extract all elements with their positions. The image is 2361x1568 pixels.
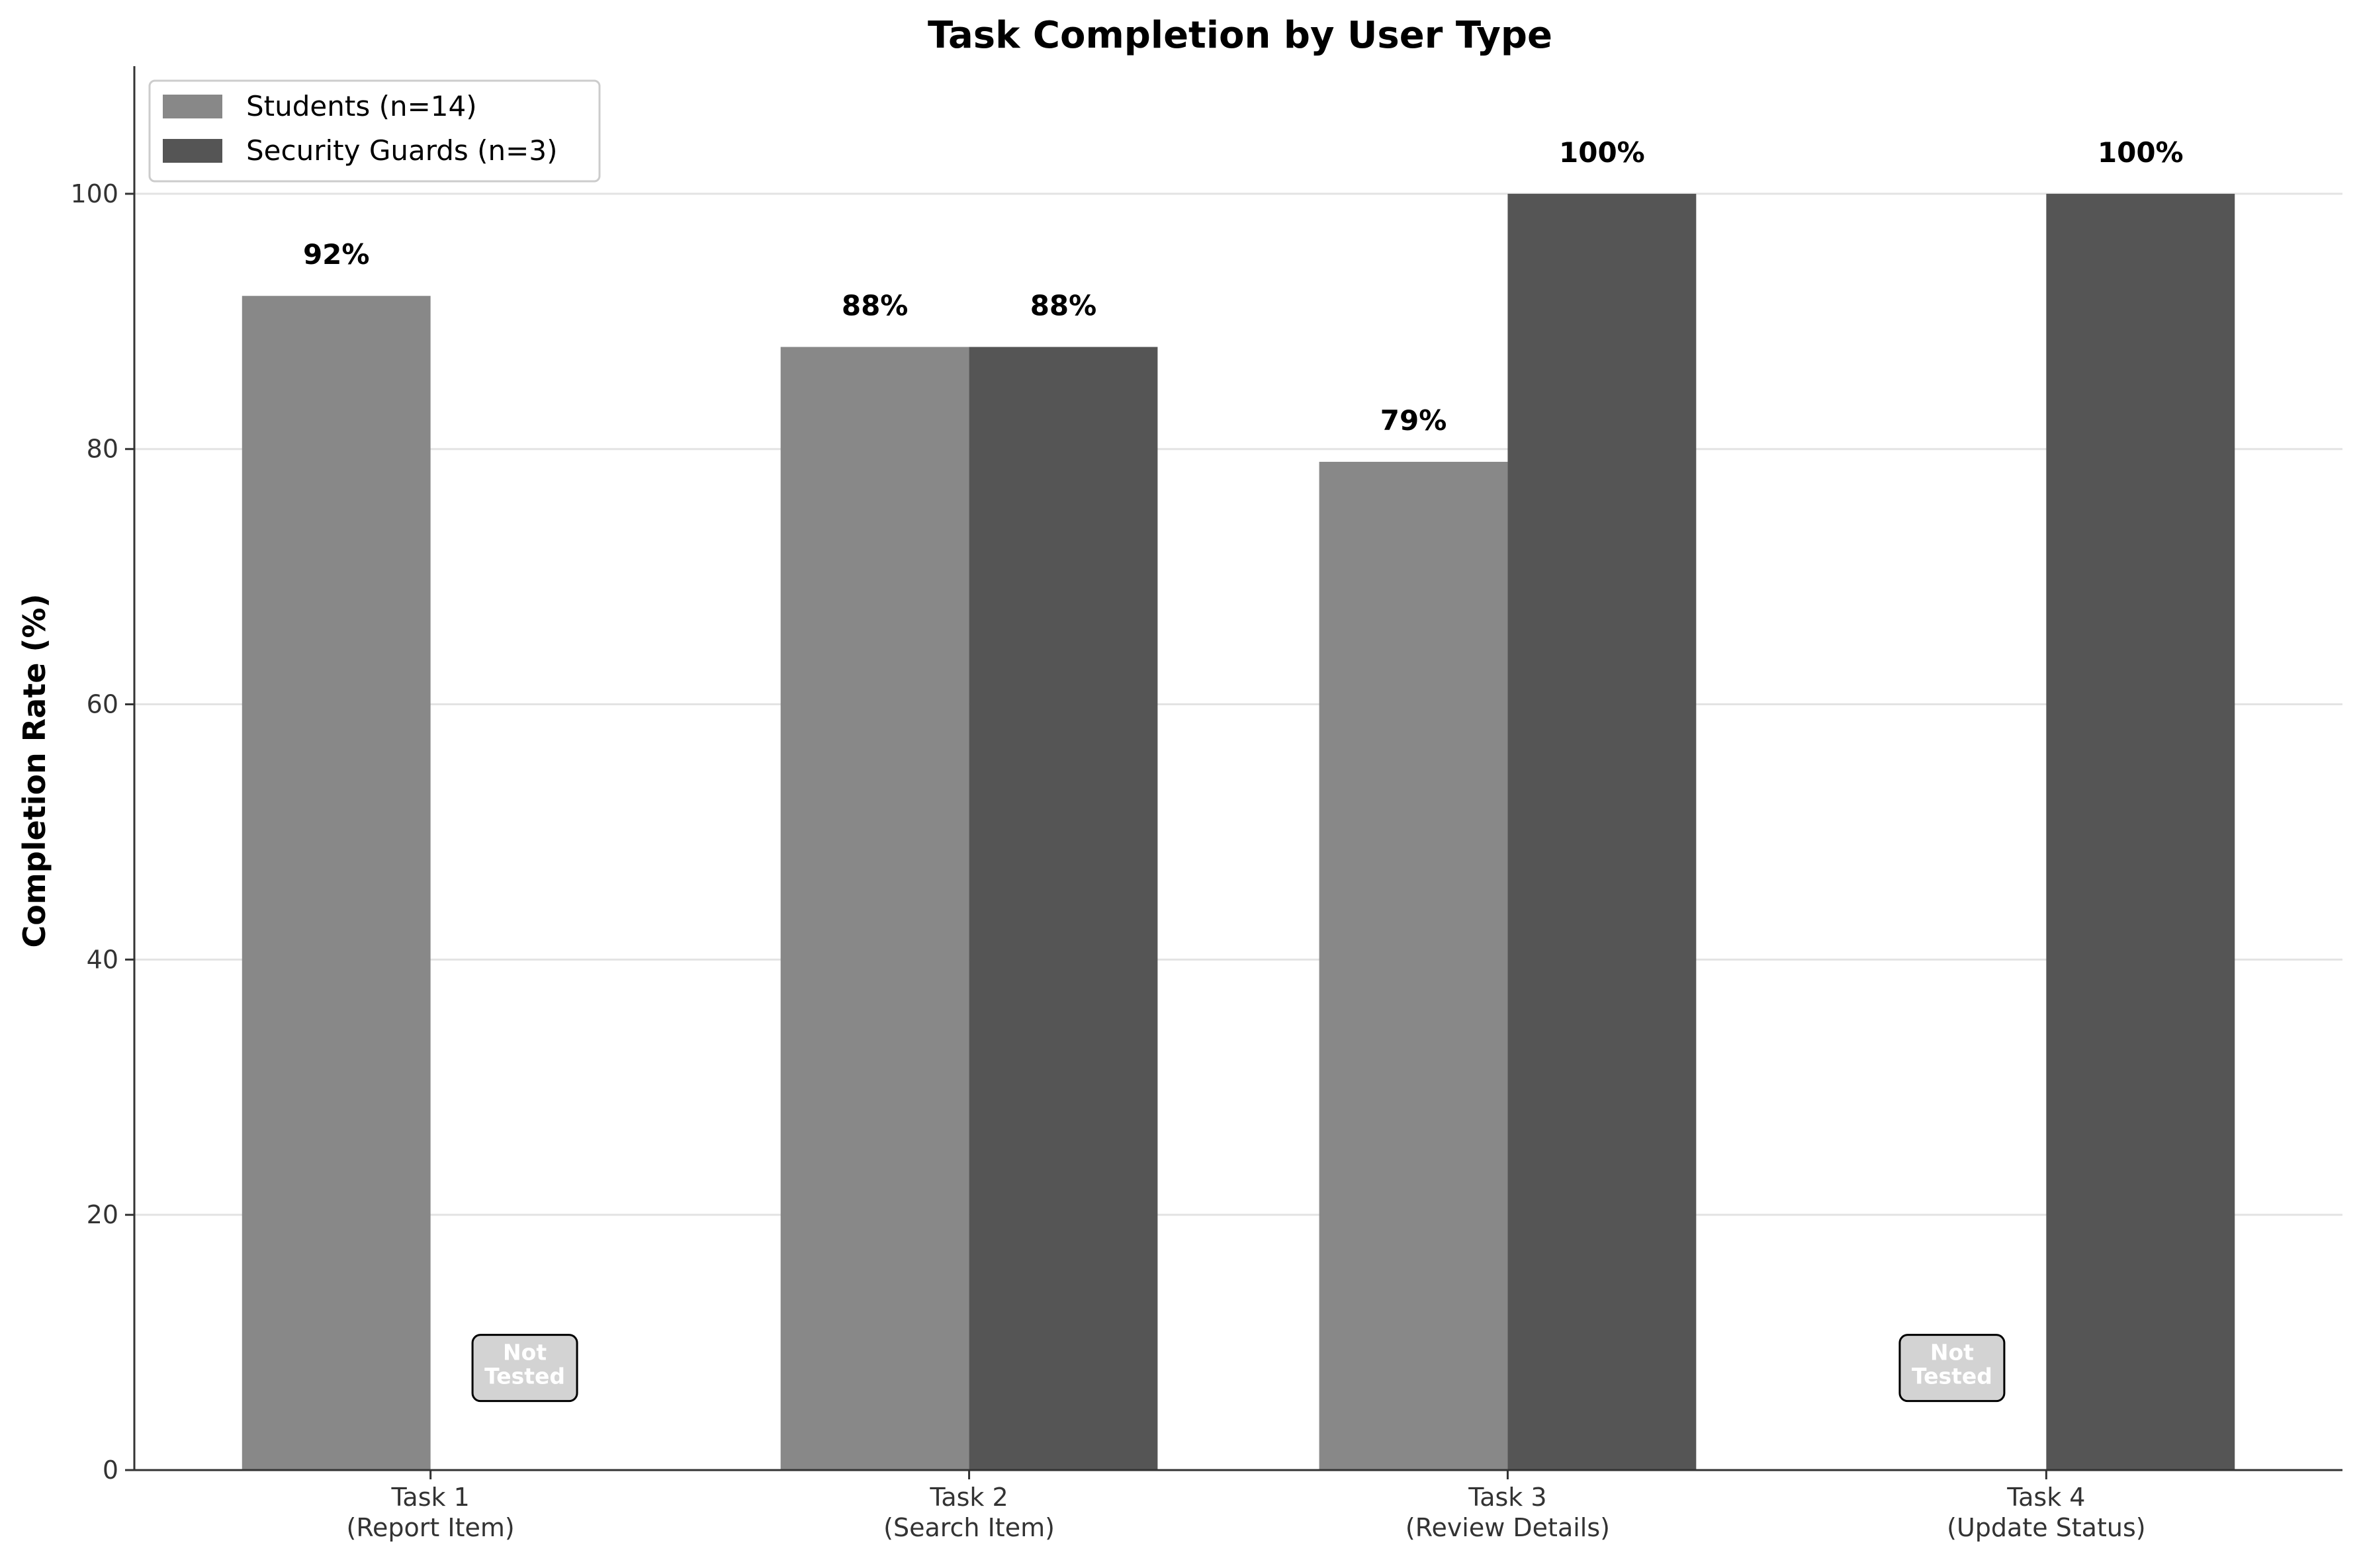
value-label: 100%: [2098, 136, 2184, 169]
y-tick-label: 80: [87, 435, 118, 464]
x-tick-label-line: (Update Status): [1947, 1513, 2145, 1542]
y-axis-label: Completion Rate (%): [17, 593, 52, 947]
not-tested-label: Tested: [1912, 1364, 1992, 1389]
x-tick-label: Task 3 (Review Details): [1405, 1483, 1610, 1542]
x-tick-label-line: Task 1: [391, 1483, 470, 1512]
bar: [780, 347, 969, 1470]
not-tested-label: Not: [1930, 1340, 1974, 1366]
legend-label: Security Guards (n=3): [246, 134, 557, 167]
not-tested-label: Not: [503, 1340, 547, 1366]
legend-label: Students (n=14): [246, 90, 477, 122]
y-tick-label: 100: [70, 179, 118, 208]
legend: Students (n=14) Security Guards (n=3): [148, 79, 601, 183]
x-tick-label: Task 1 (Report Item): [347, 1483, 515, 1542]
x-ticks: Task 1 (Report Item)Task 2 (Search Item)Ta…: [347, 1470, 2146, 1542]
value-labels: 92% 88% 88% 79% 100% 100%: [303, 136, 2184, 437]
x-tick-label-line: (Report Item): [347, 1513, 515, 1542]
y-tick-label: 40: [87, 945, 118, 974]
x-tick-label: Task 2 (Search Item): [883, 1483, 1055, 1542]
not-tested-box: [1898, 1334, 2006, 1403]
x-tick-label-line: Task 2: [929, 1483, 1008, 1512]
value-label: 100%: [1559, 136, 1645, 169]
value-label: 79%: [1380, 404, 1447, 437]
value-label: 92%: [303, 238, 370, 271]
bar: [969, 347, 1158, 1470]
y-ticks: 0 20 40 60 80 100: [70, 179, 134, 1485]
bar: [242, 296, 431, 1471]
x-tick-label-line: (Review Details): [1405, 1513, 1610, 1542]
chart-title: Task Completion by User Type: [928, 14, 1552, 57]
legend-swatch: [163, 139, 222, 163]
legend-frame: [148, 79, 601, 183]
y-tick-label: 0: [103, 1456, 118, 1485]
x-tick-label-line: Task 4: [2006, 1483, 2085, 1512]
legend-swatch: [163, 95, 222, 118]
not-tested-label: Tested: [484, 1364, 565, 1389]
x-tick-label: Task 4 (Update Status): [1947, 1483, 2145, 1542]
gridlines: [134, 193, 2342, 1216]
bar: [1319, 462, 1508, 1470]
value-label: 88%: [842, 289, 909, 322]
y-tick-label: 60: [87, 690, 118, 719]
y-tick-label: 20: [87, 1200, 118, 1229]
x-tick-label-line: (Search Item): [883, 1513, 1055, 1542]
axes: [133, 66, 2342, 1471]
value-label: 88%: [1030, 289, 1097, 322]
bar: [1507, 193, 1697, 1471]
x-tick-label-line: Task 3: [1468, 1483, 1546, 1512]
bar: [2046, 193, 2235, 1471]
bars: [242, 193, 2235, 1471]
not-tested-box: [471, 1334, 578, 1403]
